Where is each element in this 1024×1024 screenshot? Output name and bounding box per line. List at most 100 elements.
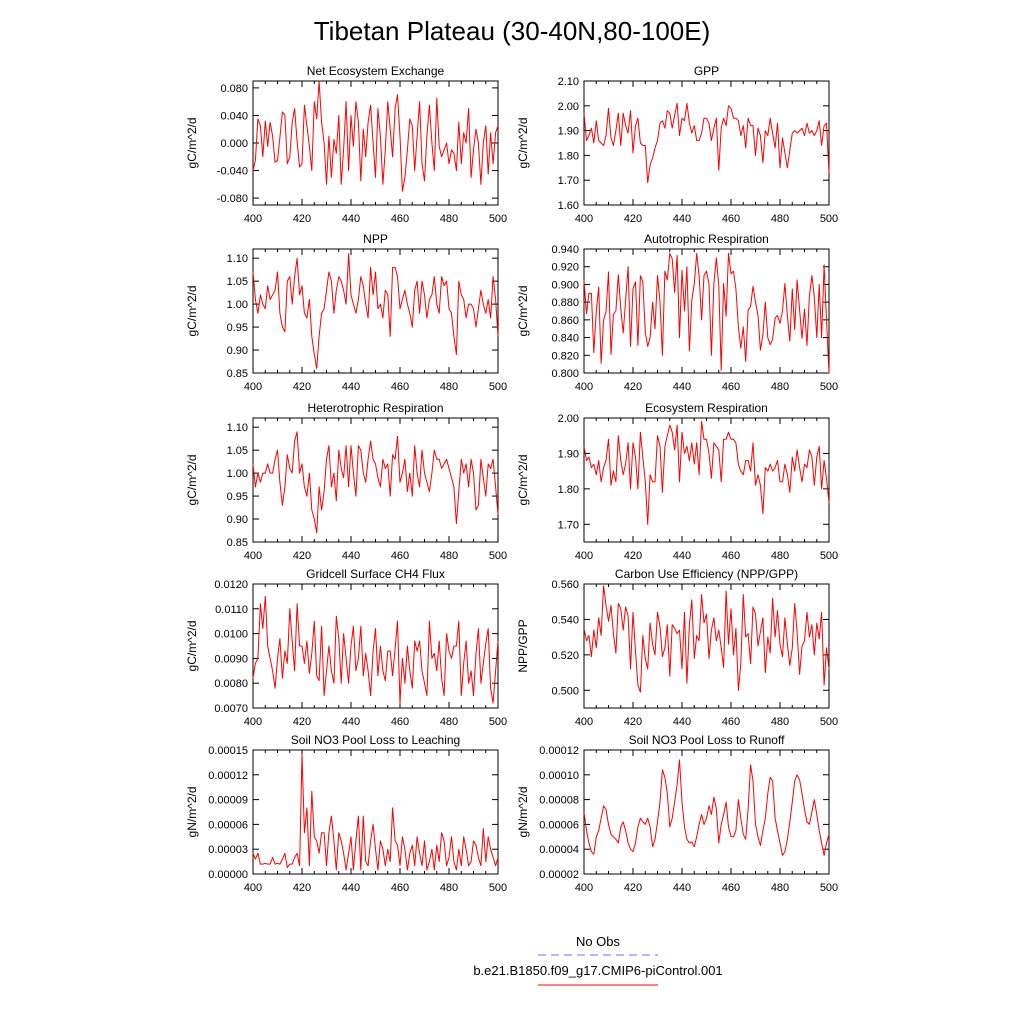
y-axis-label: gC/m^2/d <box>185 455 199 506</box>
x-tick-label: 460 <box>722 550 740 562</box>
y-tick-label: -0.080 <box>217 193 248 205</box>
x-tick-label: 480 <box>440 550 458 562</box>
x-tick-label: 460 <box>391 550 409 562</box>
plot-frame <box>583 417 830 543</box>
x-tick-label: 400 <box>244 213 262 225</box>
y-tick-label: 0.820 <box>551 350 579 362</box>
series-line <box>583 759 830 856</box>
y-tick-label: 1.10 <box>227 422 248 434</box>
y-tick-label: 1.90 <box>558 448 579 460</box>
panel-title: NPP <box>363 232 388 246</box>
series-line <box>252 595 499 704</box>
y-tick-label: 0.90 <box>227 514 248 526</box>
y-tick-label: 0.00012 <box>208 770 248 782</box>
x-tick-label: 440 <box>342 716 360 728</box>
y-tick-label: 0.90 <box>227 345 248 357</box>
x-tick-label: 420 <box>624 882 642 894</box>
series-line <box>252 753 499 871</box>
y-tick-label: 0.00009 <box>208 795 248 807</box>
panel-title: Heterotrophic Respiration <box>307 401 443 415</box>
x-tick-label: 480 <box>771 882 789 894</box>
y-tick-label: 1.70 <box>558 175 579 187</box>
x-tick-label: 400 <box>244 381 262 393</box>
plot-frame <box>252 749 499 875</box>
x-tick-label: 480 <box>440 882 458 894</box>
series-line <box>252 80 499 192</box>
y-axis-label: gC/m^2/d <box>185 286 199 337</box>
x-tick-label: 480 <box>771 381 789 393</box>
x-tick-label: 460 <box>391 213 409 225</box>
x-tick-label: 500 <box>489 550 507 562</box>
x-tick-label: 480 <box>771 716 789 728</box>
plot-frame <box>252 80 499 206</box>
y-tick-label: 0.00002 <box>539 869 579 881</box>
y-tick-label: 1.00 <box>227 468 248 480</box>
x-tick-label: 500 <box>489 716 507 728</box>
y-tick-label: 0.0090 <box>214 653 248 665</box>
x-tick-label: 480 <box>440 716 458 728</box>
x-tick-label: 480 <box>771 213 789 225</box>
panel-grid: Net Ecosystem Exchange gC/m^2/d 400 420 440 4… <box>185 64 838 894</box>
y-tick-label: 0.00003 <box>208 844 248 856</box>
y-tick-label: 0.860 <box>551 315 579 327</box>
x-tick-label: 500 <box>820 882 838 894</box>
y-tick-label: 1.05 <box>227 276 248 288</box>
x-tick-label: 440 <box>342 882 360 894</box>
y-tick-label: 0.080 <box>220 83 248 95</box>
y-tick-label: 1.10 <box>227 253 248 265</box>
x-tick-label: 420 <box>624 381 642 393</box>
x-tick-label: 440 <box>342 381 360 393</box>
panel-title: Carbon Use Efficiency (NPP/GPP) <box>615 567 798 581</box>
y-tick-label: 0.900 <box>551 279 579 291</box>
panel-title: Gridcell Surface CH4 Flux <box>306 567 445 581</box>
y-tick-label: 0.880 <box>551 297 579 309</box>
x-tick-label: 420 <box>624 213 642 225</box>
y-tick-label: 0.000 <box>220 138 248 150</box>
series-line <box>583 102 830 184</box>
y-tick-label: 2.00 <box>558 413 579 425</box>
y-tick-label: 0.00015 <box>208 745 248 757</box>
x-tick-label: 460 <box>722 716 740 728</box>
x-tick-label: 500 <box>820 381 838 393</box>
y-tick-label: 0.95 <box>227 322 248 334</box>
x-tick-label: 480 <box>771 550 789 562</box>
y-tick-label: 0.00010 <box>539 770 579 782</box>
y-tick-label: 0.800 <box>551 368 579 380</box>
y-tick-label: 1.80 <box>558 150 579 162</box>
y-tick-label: 0.0080 <box>214 678 248 690</box>
x-tick-label: 400 <box>575 716 593 728</box>
x-tick-label: 460 <box>722 213 740 225</box>
y-tick-label: 0.00006 <box>539 819 579 831</box>
x-tick-label: 400 <box>575 213 593 225</box>
y-tick-label: 0.0100 <box>214 629 248 641</box>
panel-title: Autotrophic Respiration <box>644 232 769 246</box>
x-tick-label: 460 <box>391 882 409 894</box>
y-tick-label: 1.05 <box>227 445 248 457</box>
plot-frame <box>583 749 830 875</box>
x-tick-label: 420 <box>293 213 311 225</box>
x-tick-label: 440 <box>673 381 691 393</box>
y-tick-label: 0.95 <box>227 491 248 503</box>
panel-9: Soil NO3 Pool Loss to Leaching gN/m^2/d 40… <box>185 733 507 894</box>
plot-frame <box>252 417 499 543</box>
y-tick-label: 2.10 <box>558 76 579 88</box>
x-tick-label: 400 <box>575 381 593 393</box>
y-tick-label: 0.940 <box>551 244 579 256</box>
x-tick-label: 420 <box>293 716 311 728</box>
y-tick-label: 0.00000 <box>208 869 248 881</box>
y-axis-label: gC/m^2/d <box>516 455 530 506</box>
y-tick-label: 0.00008 <box>539 795 579 807</box>
series-line <box>583 252 830 374</box>
y-tick-label: 0.00004 <box>539 844 579 856</box>
x-tick-label: 480 <box>440 213 458 225</box>
panel-3: NPP gC/m^2/d 400 420 440 460 480 500 0.85 0.90 0.9… <box>185 232 507 393</box>
x-tick-label: 440 <box>673 550 691 562</box>
panel-title: Ecosystem Respiration <box>645 401 768 415</box>
y-axis-label: gN/m^2/d <box>185 787 199 838</box>
x-tick-label: 500 <box>489 213 507 225</box>
x-tick-label: 500 <box>489 882 507 894</box>
y-tick-label: 0.500 <box>551 685 579 697</box>
x-tick-label: 420 <box>624 550 642 562</box>
y-tick-label: 0.040 <box>220 110 248 122</box>
y-tick-label: 0.00012 <box>539 745 579 757</box>
